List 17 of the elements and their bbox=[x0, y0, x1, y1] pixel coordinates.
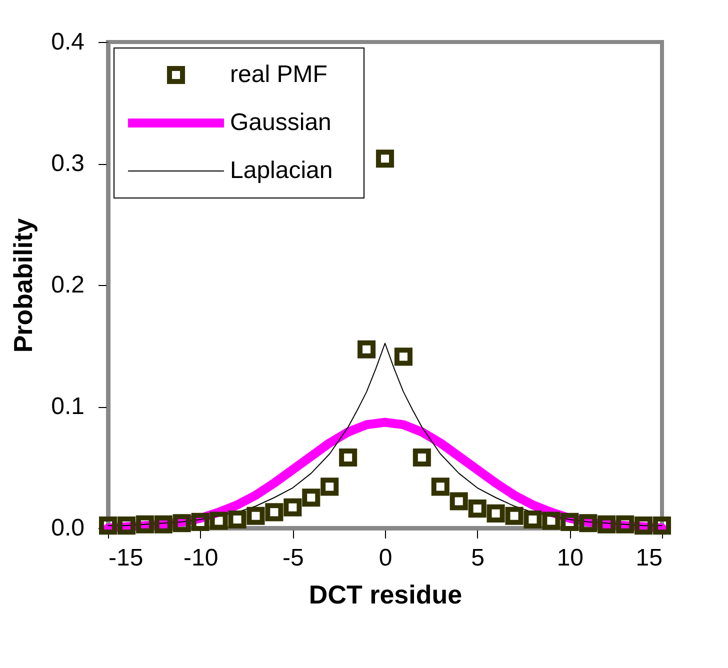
legend-label: real PMF bbox=[230, 61, 328, 88]
x-axis-title: DCT residue bbox=[308, 580, 462, 610]
y-tick-label: 0.4 bbox=[51, 28, 84, 56]
x-tick-label: 15 bbox=[636, 544, 662, 572]
y-tick-label: 0.0 bbox=[51, 514, 84, 542]
x-tick-label: -5 bbox=[282, 544, 304, 572]
x-tick-label: 5 bbox=[471, 544, 485, 572]
y-axis-title: Probability bbox=[8, 218, 38, 353]
y-tick-label: 0.1 bbox=[51, 393, 84, 420]
legend-label: Gaussian bbox=[230, 109, 332, 136]
x-tick-label: -15 bbox=[108, 544, 144, 572]
x-tick-label: 0 bbox=[378, 544, 392, 572]
x-tick-label: 10 bbox=[556, 544, 584, 572]
legend-label: Laplacian bbox=[230, 157, 333, 184]
y-tick-label: 0.3 bbox=[51, 150, 84, 177]
x-tick-label: -10 bbox=[183, 544, 218, 572]
y-tick-label: 0.2 bbox=[51, 272, 84, 298]
